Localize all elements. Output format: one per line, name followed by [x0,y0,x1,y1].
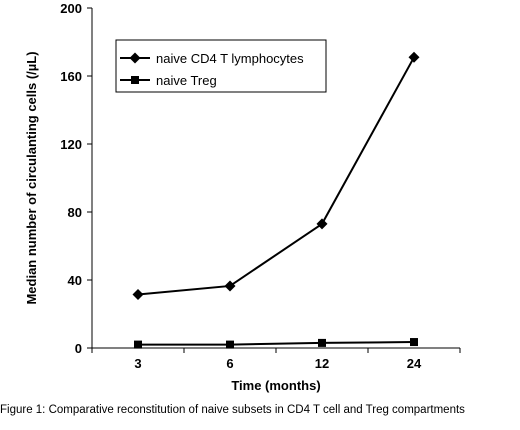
data-point-square [410,338,418,347]
legend-marker-diamond [129,52,141,64]
x-tick-label: 12 [315,356,329,371]
y-axis-title: Median number of circulanting cells (/µL… [24,51,39,304]
x-tick-label: 3 [134,356,141,371]
series-layer [132,51,420,349]
legend: naive CD4 T lymphocytes naive Treg [115,39,327,93]
legend-label: naive Treg [156,73,217,88]
data-point-square [226,340,234,349]
data-point-square [134,340,142,349]
data-point-diamond [408,51,420,63]
x-tick-label: 24 [407,356,422,371]
legend-box [115,39,327,93]
y-tick-label: 40 [68,273,82,288]
line-chart: 0 40 80 120 160 200 3 6 12 24 Time (months) Medi… [24,1,461,393]
y-tick-label: 80 [68,205,82,220]
y-axis-ticks: 0 40 80 120 160 200 [60,1,92,356]
y-tick-label: 0 [75,341,82,356]
legend-item: naive Treg [120,73,217,88]
data-point-diamond [132,288,144,300]
x-tick-label: 6 [226,356,233,371]
y-tick-label: 160 [60,69,82,84]
legend-label: naive CD4 T lymphocytes [156,51,304,66]
series-diamond [132,51,420,300]
x-axis-title: Time (months) [231,378,320,393]
y-tick-label: 120 [60,137,82,152]
legend-item: naive CD4 T lymphocytes [120,51,304,66]
data-point-diamond [224,280,236,292]
series-square [134,338,418,349]
y-tick-label: 200 [60,1,82,16]
legend-marker-square [131,76,139,84]
figure-caption: Figure 1: Comparative reconstitution of … [0,404,465,416]
series-line [138,341,415,346]
data-point-diamond [316,218,328,230]
series-line [137,56,415,296]
x-axis-ticks: 3 6 12 24 [91,348,461,371]
data-point-square [318,338,326,347]
